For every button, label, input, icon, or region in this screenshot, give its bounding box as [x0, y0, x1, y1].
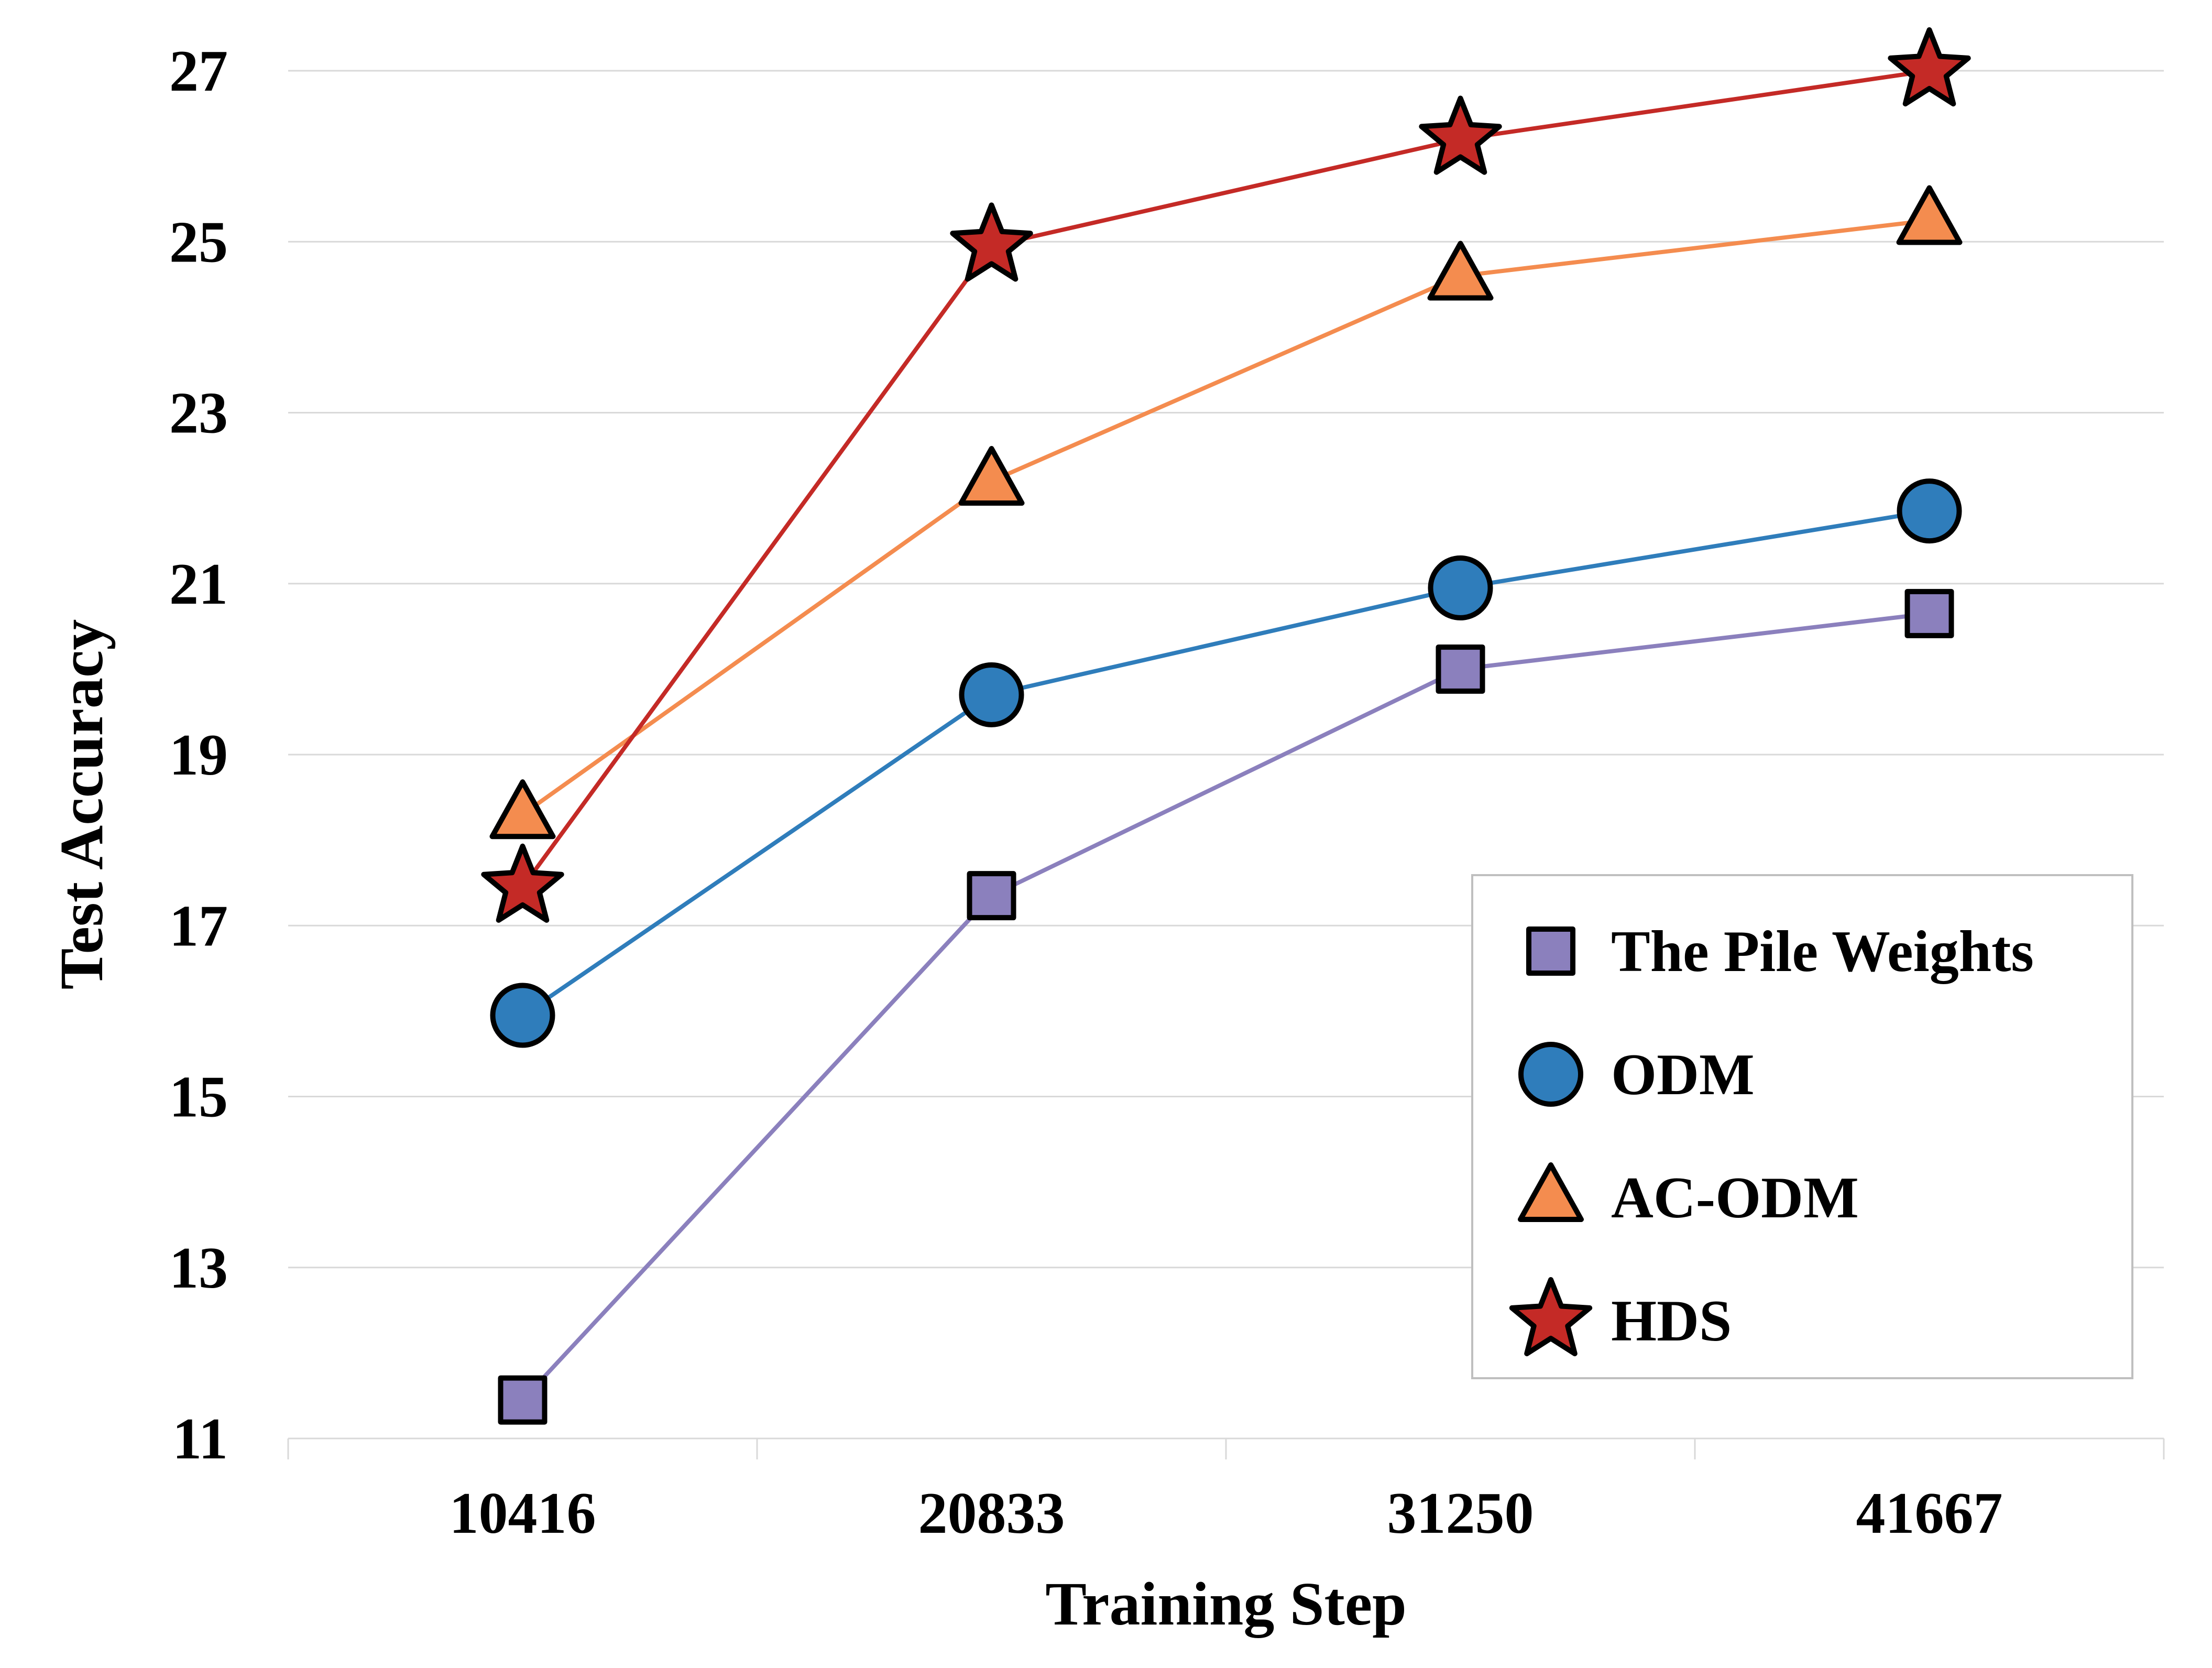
legend-box	[1471, 874, 2133, 1379]
data-point-square	[1436, 644, 1485, 694]
x-tick-label: 41667	[1856, 1481, 2003, 1546]
data-point-star	[1888, 27, 1971, 107]
grid	[288, 70, 2164, 1440]
data-point-triangle	[958, 446, 1025, 506]
data-point-star	[481, 843, 564, 923]
y-tick-label: 27	[169, 39, 228, 104]
y-axis: 11 13 15 17 19 21 23 25 27	[169, 39, 228, 1471]
legend-marker-circle	[1518, 1042, 1583, 1107]
legend-label: ODM	[1611, 1042, 1755, 1107]
data-point-star	[950, 202, 1033, 282]
y-tick-label: 13	[169, 1236, 228, 1301]
data-point-triangle	[1896, 185, 1963, 245]
y-tick-label: 15	[169, 1065, 228, 1130]
series-group	[481, 27, 1971, 1425]
y-tick-label: 25	[169, 210, 228, 275]
data-point-circle	[959, 662, 1024, 727]
y-tick-label: 21	[169, 552, 228, 617]
series-line-0	[521, 611, 1930, 1402]
data-point-triangle	[489, 779, 556, 840]
data-point-star	[1419, 95, 1502, 175]
y-tick-label: 17	[169, 893, 228, 958]
series-line-2	[521, 218, 1930, 816]
y-tick-label: 11	[172, 1407, 228, 1471]
data-point-circle	[1897, 478, 1962, 544]
legend-label: HDS	[1611, 1289, 1732, 1354]
legend: The Pile Weights ODM AC-ODM HDS	[1471, 874, 2133, 1379]
legend-label: The Pile Weights	[1611, 919, 2034, 984]
x-tick-label: 31250	[1387, 1481, 1534, 1546]
series-line-3	[521, 69, 1930, 889]
y-axis-title: Test Accuracy	[47, 619, 116, 990]
series-line-1	[521, 509, 1930, 1017]
legend-label: AC-ODM	[1611, 1165, 1859, 1230]
x-tick-label: 10416	[450, 1481, 596, 1546]
y-tick-label: 23	[169, 381, 228, 446]
legend-marker-star	[1509, 1277, 1593, 1357]
x-tick-label: 20833	[918, 1481, 1065, 1546]
data-point-square	[1904, 588, 1954, 638]
x-axis-title: Training Step	[1045, 1569, 1407, 1638]
legend-marker-triangle	[1518, 1162, 1584, 1222]
x-axis: 10416 20833 31250 41667	[287, 1438, 2165, 1546]
data-point-triangle	[1427, 241, 1494, 301]
y-tick-label: 19	[169, 723, 228, 788]
data-point-square	[498, 1375, 547, 1425]
data-point-square	[967, 871, 1016, 921]
data-point-circle	[490, 983, 555, 1048]
legend-marker-square	[1526, 926, 1575, 976]
data-point-circle	[1428, 555, 1493, 620]
